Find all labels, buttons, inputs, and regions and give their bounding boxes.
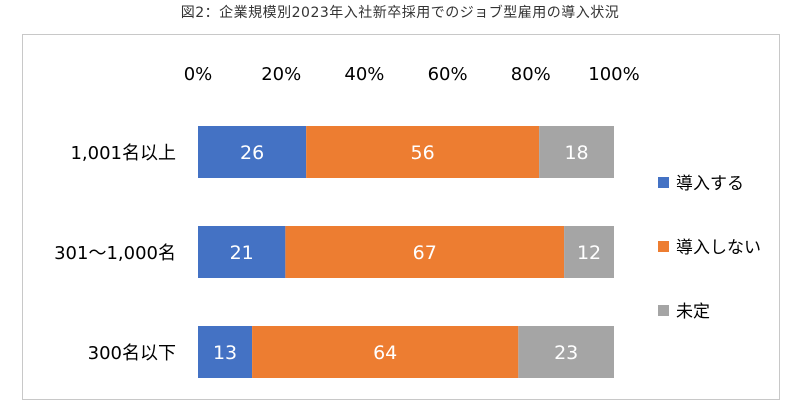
x-tick-label: 60% — [428, 64, 468, 85]
x-tick-label: 20% — [261, 64, 301, 85]
legend-label: 導入しない — [676, 238, 761, 258]
x-tick-label: 100% — [588, 64, 639, 85]
legend-label: 導入する — [676, 174, 744, 194]
bar-segment — [518, 326, 614, 378]
data-label: 12 — [577, 242, 601, 264]
data-label: 56 — [411, 142, 435, 164]
legend-swatch — [658, 241, 669, 252]
data-label: 13 — [213, 342, 237, 364]
bar-segment — [198, 226, 286, 278]
data-label: 26 — [240, 142, 264, 164]
data-label: 23 — [554, 342, 578, 364]
bar-segment — [198, 126, 307, 178]
bar-segment — [252, 326, 519, 378]
bar-segment — [198, 326, 253, 378]
category-label: 301～1,000名 — [54, 243, 176, 264]
x-tick-label: 0% — [184, 64, 213, 85]
data-label: 67 — [413, 242, 437, 264]
category-label: 1,001名以上 — [70, 143, 176, 164]
data-label: 18 — [564, 142, 588, 164]
x-tick-label: 40% — [344, 64, 384, 85]
bar-segment — [564, 226, 614, 278]
figure-title: 図2：企業規模別2023年入社新卒採用でのジョブ型雇用の導入状況 — [180, 5, 620, 21]
bar-segment — [306, 126, 540, 178]
legend-swatch — [658, 305, 669, 316]
legend-swatch — [658, 177, 669, 188]
x-tick-label: 80% — [511, 64, 551, 85]
bar-segment — [539, 126, 614, 178]
legend-label: 未定 — [676, 302, 710, 322]
bar-segment — [285, 226, 565, 278]
category-label: 300名以下 — [88, 343, 176, 364]
data-label: 64 — [373, 342, 397, 364]
data-label: 21 — [230, 242, 254, 264]
